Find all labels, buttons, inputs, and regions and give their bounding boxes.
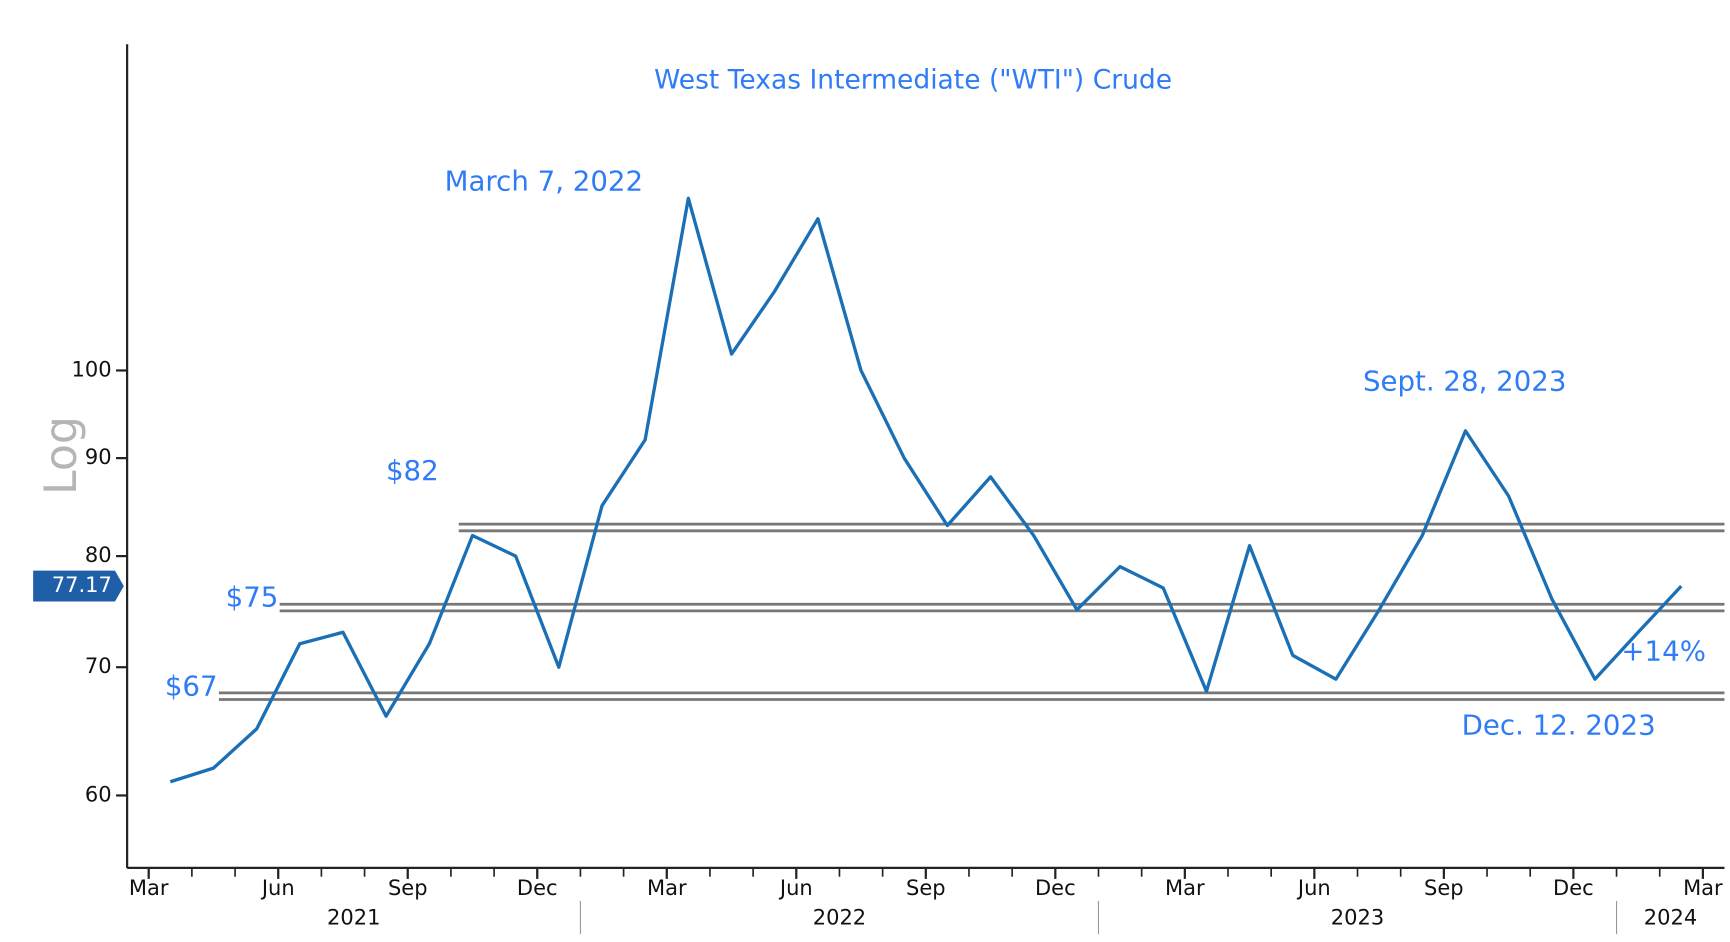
y-axis-label: Log bbox=[36, 416, 87, 495]
x-tick-label: Mar bbox=[1683, 876, 1723, 900]
level-label: $67 bbox=[165, 669, 218, 702]
level-label: $82 bbox=[386, 454, 439, 487]
y-tick-label: 100 bbox=[72, 357, 112, 381]
level-label: $75 bbox=[226, 581, 279, 614]
x-tick-label: Dec bbox=[1553, 876, 1594, 900]
annotation: March 7, 2022 bbox=[445, 164, 643, 197]
y-tick-label: 90 bbox=[85, 445, 112, 469]
x-tick-label: Mar bbox=[647, 876, 687, 900]
x-tick-label: Dec bbox=[517, 876, 558, 900]
x-tick-label: Mar bbox=[129, 876, 169, 900]
chart-title: West Texas Intermediate ("WTI") Crude bbox=[654, 64, 1172, 95]
x-tick-label: Jun bbox=[778, 876, 813, 900]
y-tick-label: 70 bbox=[85, 654, 112, 678]
x-tick-label: Sep bbox=[906, 876, 946, 900]
price-tag bbox=[33, 570, 124, 602]
price-line bbox=[169, 196, 1683, 784]
x-tick-label: Dec bbox=[1035, 876, 1076, 900]
annotation: +14% bbox=[1621, 634, 1706, 667]
x-tick-label: Jun bbox=[1296, 876, 1331, 900]
x-tick-label: Jun bbox=[260, 876, 295, 900]
annotation: Dec. 12. 2023 bbox=[1462, 708, 1656, 741]
year-label: 2024 bbox=[1644, 906, 1697, 930]
year-label: 2022 bbox=[813, 906, 866, 930]
y-tick-label: 60 bbox=[85, 782, 112, 806]
y-tick-label: 80 bbox=[85, 543, 112, 567]
year-label: 2023 bbox=[1331, 906, 1384, 930]
annotation: Sept. 28, 2023 bbox=[1363, 365, 1566, 398]
price-tag-label: 77.17 bbox=[52, 573, 112, 597]
x-tick-label: Sep bbox=[388, 876, 428, 900]
x-tick-label: Sep bbox=[1424, 876, 1464, 900]
year-label: 2021 bbox=[327, 906, 380, 930]
x-tick-label: Mar bbox=[1165, 876, 1205, 900]
